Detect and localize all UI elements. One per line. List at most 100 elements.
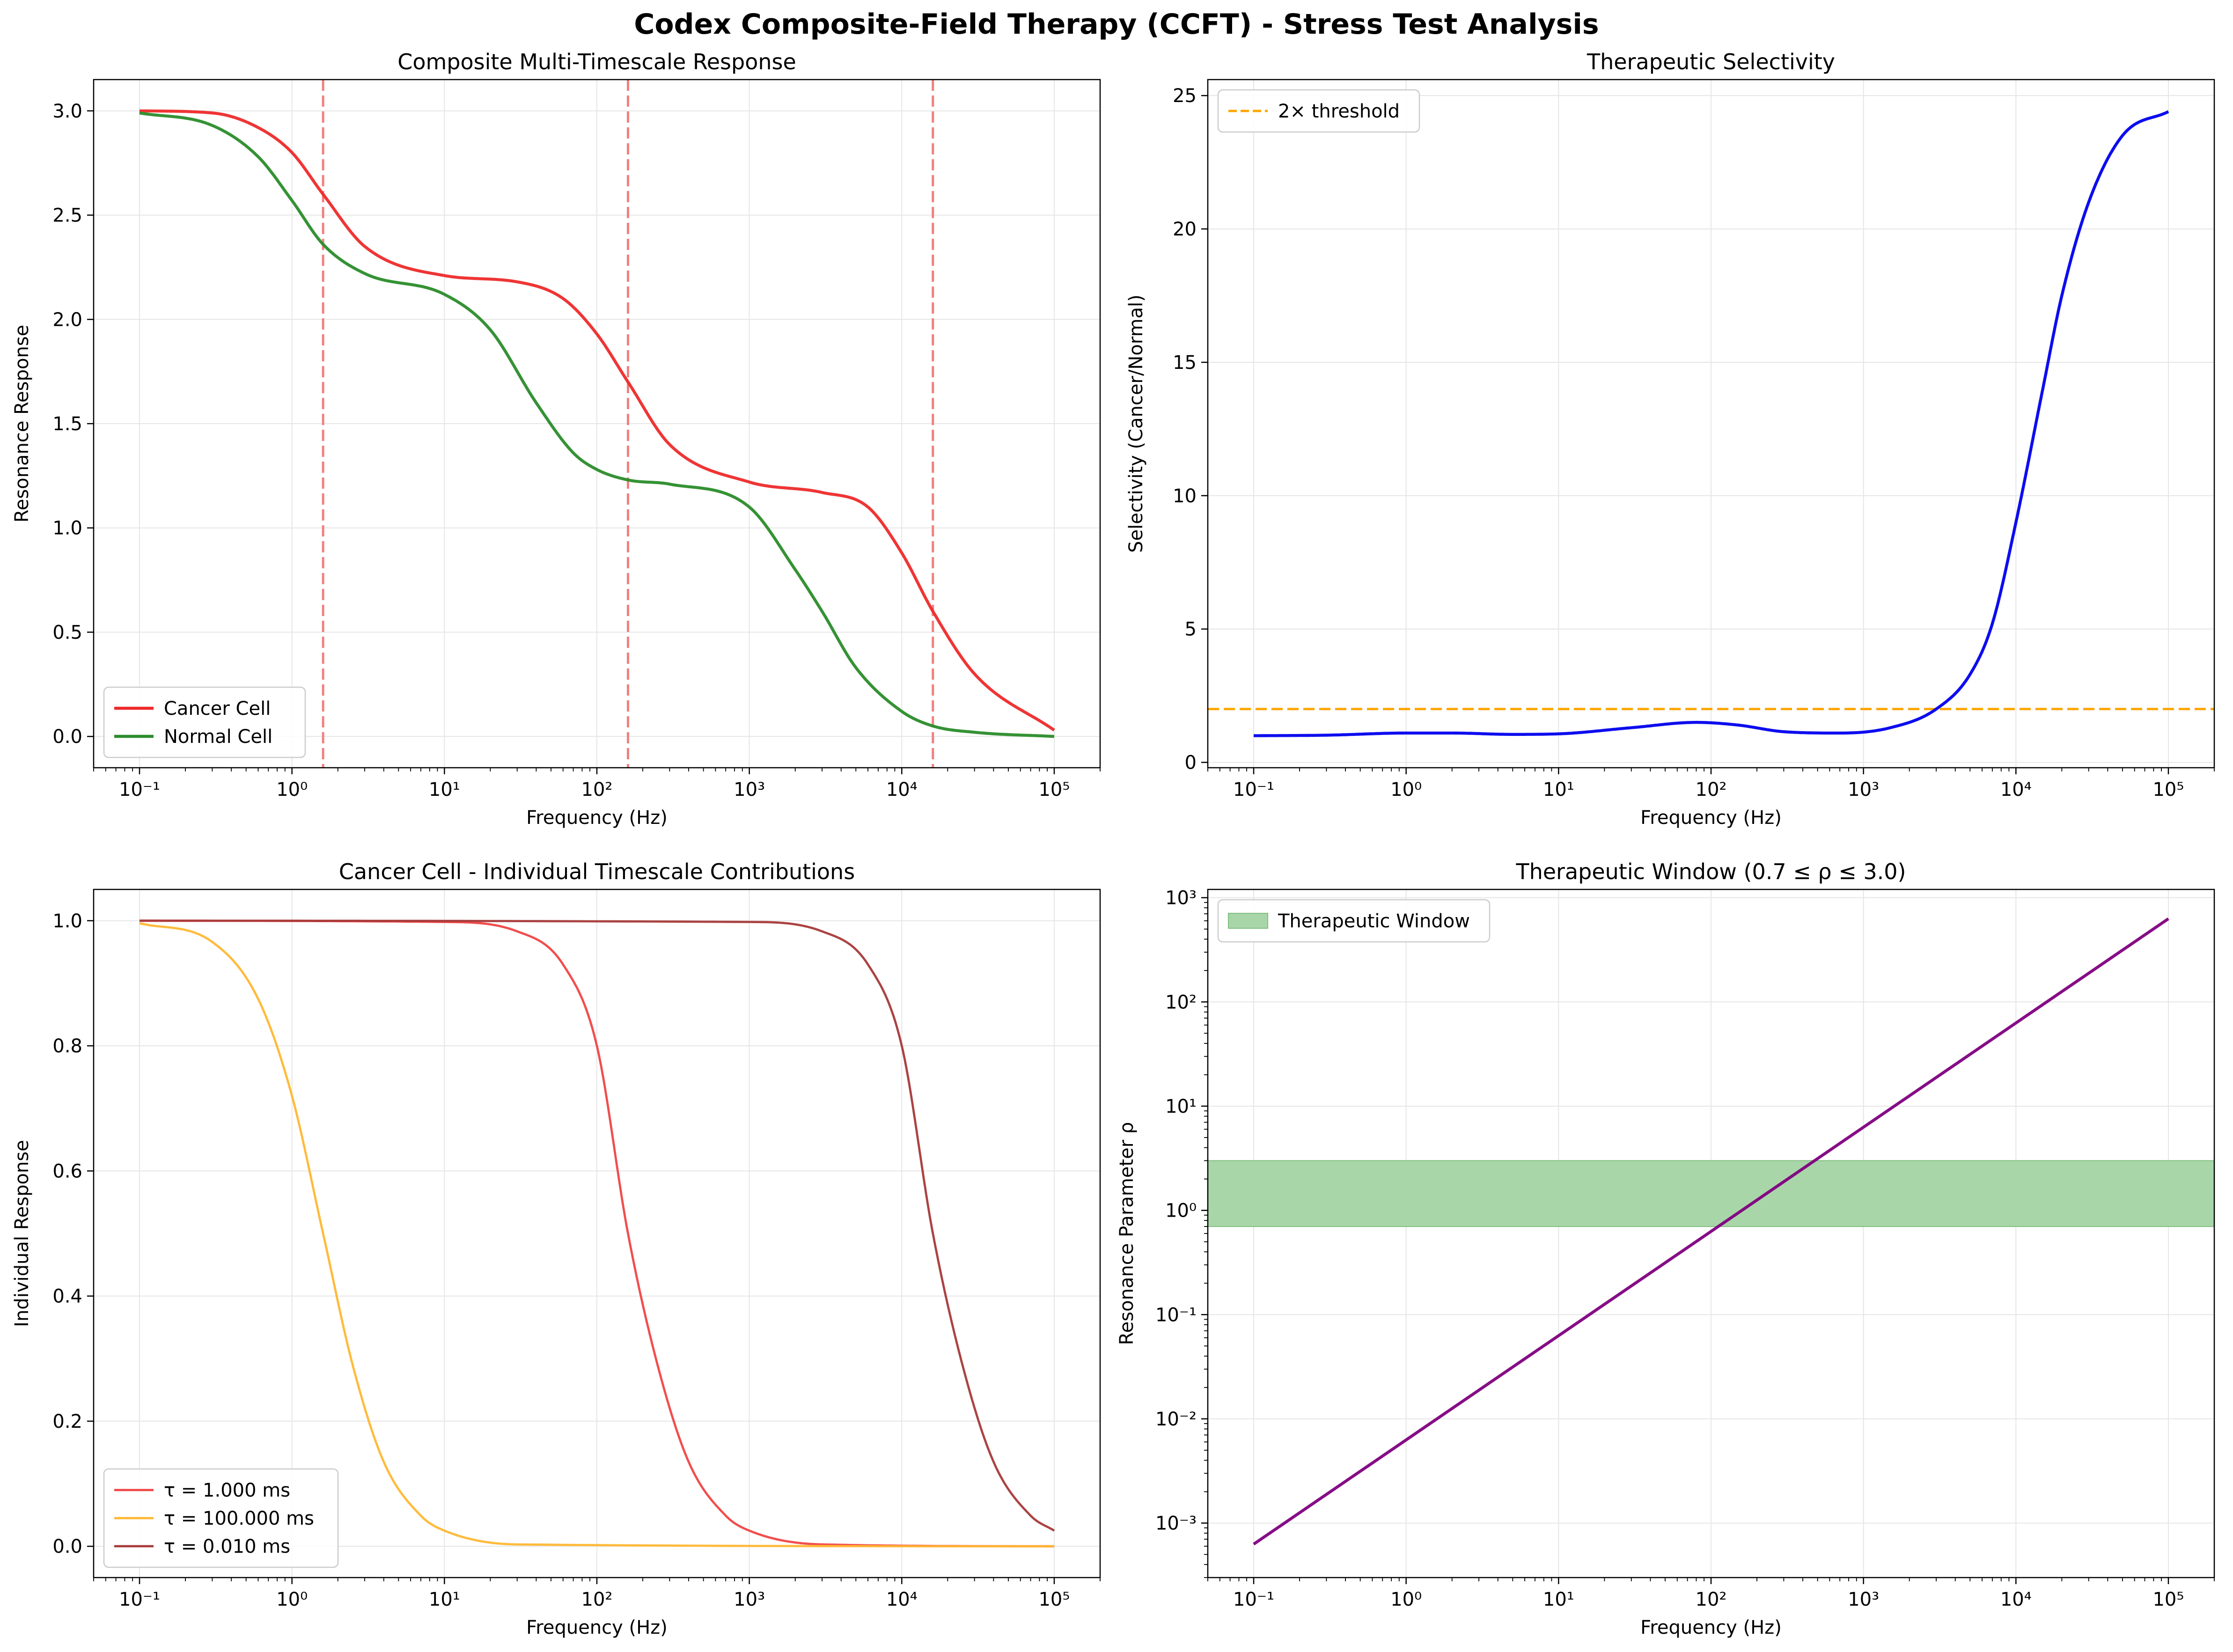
x-tick-label: 10¹: [1543, 1589, 1574, 1610]
series-line-2: [139, 922, 1054, 1548]
y-axis-label: Resonance Parameter ρ: [1116, 1122, 1138, 1345]
y-tick-label: 0: [1185, 752, 1197, 774]
x-tick-label: 10³: [734, 779, 765, 800]
y-tick-label: 5: [1185, 619, 1197, 640]
y-tick-label: 10⁻³: [1155, 1513, 1197, 1535]
y-tick-label: 20: [1173, 219, 1197, 240]
y-tick-label: 0.2: [52, 1411, 82, 1432]
series-line-1: [1253, 917, 2169, 1546]
plot-area: [139, 80, 1055, 768]
x-tick-label: 10⁰: [1390, 1589, 1422, 1610]
therapeutic-window-band: [1208, 1160, 2214, 1227]
x-tick-label: 10²: [1696, 779, 1727, 800]
legend-label: Normal Cell: [164, 726, 272, 748]
series-line-2: [139, 111, 1055, 738]
x-tick-label: 10⁻¹: [119, 1589, 160, 1610]
legend-label: τ = 100.000 ms: [164, 1508, 314, 1529]
x-axis-label: Frequency (Hz): [1640, 1617, 1782, 1638]
series-line-3: [140, 919, 1055, 1532]
legend: 2× threshold: [1217, 89, 1420, 133]
figure-suptitle: Codex Composite-Field Therapy (CCFT) - S…: [634, 8, 1599, 41]
y-tick-label: 15: [1173, 352, 1197, 374]
plot-area: [139, 919, 1055, 1548]
x-tick-label: 10³: [1848, 779, 1879, 800]
x-tick-label: 10⁴: [2000, 1589, 2032, 1610]
y-tick-label: 0.6: [52, 1160, 82, 1182]
legend: Therapeutic Window: [1217, 899, 1491, 943]
x-tick-label: 10²: [581, 1589, 613, 1610]
x-tick-label: 10⁴: [886, 779, 918, 800]
plot-area: [1208, 110, 2214, 737]
legend-label: Cancer Cell: [164, 698, 271, 720]
y-tick-label: 0.5: [52, 622, 82, 643]
y-tick-label: 1.0: [52, 910, 82, 932]
legend-box: [1217, 89, 1420, 133]
legend-label: Therapeutic Window: [1278, 910, 1470, 932]
y-tick-label: 2.5: [52, 205, 82, 227]
chart-p4: 10⁻¹ 10⁰ 10¹ 10² 10³ 10⁴ 10⁵ 10⁻³ 10⁻² 10⁻¹ 10⁰ 10¹…: [1116, 859, 2215, 1638]
chart-title: Therapeutic Selectivity: [1587, 49, 1835, 74]
y-tick-label: 10³: [1165, 888, 1197, 909]
legend-box: [1217, 899, 1491, 943]
x-tick-label: 10⁴: [2000, 779, 2032, 800]
chart-p3: 10⁻¹ 10⁰ 10¹ 10² 10³ 10⁴ 10⁵ 0.0 0.2 0.4 0.6 0.8 1.0…: [11, 859, 1101, 1638]
y-tick-label: 0.0: [52, 1536, 82, 1557]
series-line-1: [140, 919, 1054, 1548]
x-tick-label: 10²: [1696, 1589, 1727, 1610]
x-tick-label: 10⁻¹: [119, 779, 160, 800]
plot-area: [1208, 917, 2214, 1546]
x-axis-label: Frequency (Hz): [526, 1617, 668, 1638]
chart-p1: 10⁻¹ 10⁰ 10¹ 10² 10³ 10⁴ 10⁵ 0.0 0.5 1.0 1.5 2.0 2.5…: [11, 49, 1101, 829]
x-tick-label: 10²: [581, 779, 613, 800]
x-tick-label: 10¹: [429, 779, 460, 800]
y-tick-label: 10⁰: [1165, 1200, 1197, 1222]
x-tick-label: 10³: [1848, 1589, 1879, 1610]
chart-title: Cancer Cell - Individual Timescale Contr…: [339, 859, 855, 884]
x-tick-label: 10⁰: [1390, 779, 1422, 800]
y-tick-label: 3.0: [52, 101, 82, 122]
legend: τ = 1.000 ms τ = 100.000 ms τ = 0.010 ms: [103, 1468, 339, 1568]
x-tick-label: 10⁴: [886, 1589, 918, 1610]
y-tick-label: 2.0: [52, 309, 82, 330]
x-tick-label: 10⁻¹: [1233, 779, 1274, 800]
y-tick-label: 10²: [1165, 991, 1197, 1013]
y-axis-label: Individual Response: [11, 1140, 33, 1327]
x-tick-label: 10⁰: [276, 779, 308, 800]
x-tick-label: 10³: [734, 1589, 765, 1610]
series-line-1: [1254, 110, 2169, 737]
x-tick-label: 10⁰: [276, 1589, 308, 1610]
chart-title: Composite Multi-Timescale Response: [397, 49, 796, 74]
legend: Cancer Cell Normal Cell: [103, 686, 306, 758]
y-tick-label: 1.5: [52, 413, 82, 435]
y-tick-label: 10⁻¹: [1155, 1304, 1197, 1326]
x-tick-label: 10⁵: [2152, 779, 2184, 800]
x-tick-label: 10⁻¹: [1233, 1589, 1274, 1610]
y-tick-label: 0.8: [52, 1035, 82, 1057]
y-tick-label: 1.0: [52, 518, 82, 539]
x-tick-label: 10⁵: [1038, 1589, 1070, 1610]
y-tick-label: 10⁻²: [1155, 1409, 1197, 1430]
y-axis-label: Selectivity (Cancer/Normal): [1125, 294, 1147, 553]
legend-label: τ = 0.010 ms: [164, 1536, 290, 1557]
y-tick-label: 0.4: [52, 1286, 82, 1307]
legend-box: [103, 1468, 339, 1568]
series-line-1: [139, 109, 1055, 732]
x-axis-label: Frequency (Hz): [526, 807, 668, 829]
x-tick-label: 10⁵: [1038, 779, 1070, 800]
x-axis-label: Frequency (Hz): [1640, 807, 1782, 829]
chart-title: Therapeutic Window (0.7 ≤ ρ ≤ 3.0): [1515, 859, 1906, 884]
y-axis-label: Resonance Response: [11, 325, 33, 523]
y-tick-label: 10: [1173, 485, 1197, 507]
legend-swatch: [1228, 913, 1268, 929]
x-tick-label: 10⁵: [2152, 1589, 2184, 1610]
y-tick-label: 25: [1173, 85, 1197, 107]
chart-p2: 10⁻¹ 10⁰ 10¹ 10² 10³ 10⁴ 10⁵ 0 5 10 15 20 25 Therapeu…: [1125, 49, 2215, 829]
legend-box: [103, 686, 306, 758]
y-tick-label: 10¹: [1165, 1096, 1197, 1117]
x-tick-label: 10¹: [1543, 779, 1574, 800]
legend-label: 2× threshold: [1278, 101, 1400, 122]
legend-label: τ = 1.000 ms: [164, 1480, 290, 1501]
y-tick-label: 0.0: [52, 726, 82, 748]
x-tick-label: 10¹: [429, 1589, 460, 1610]
